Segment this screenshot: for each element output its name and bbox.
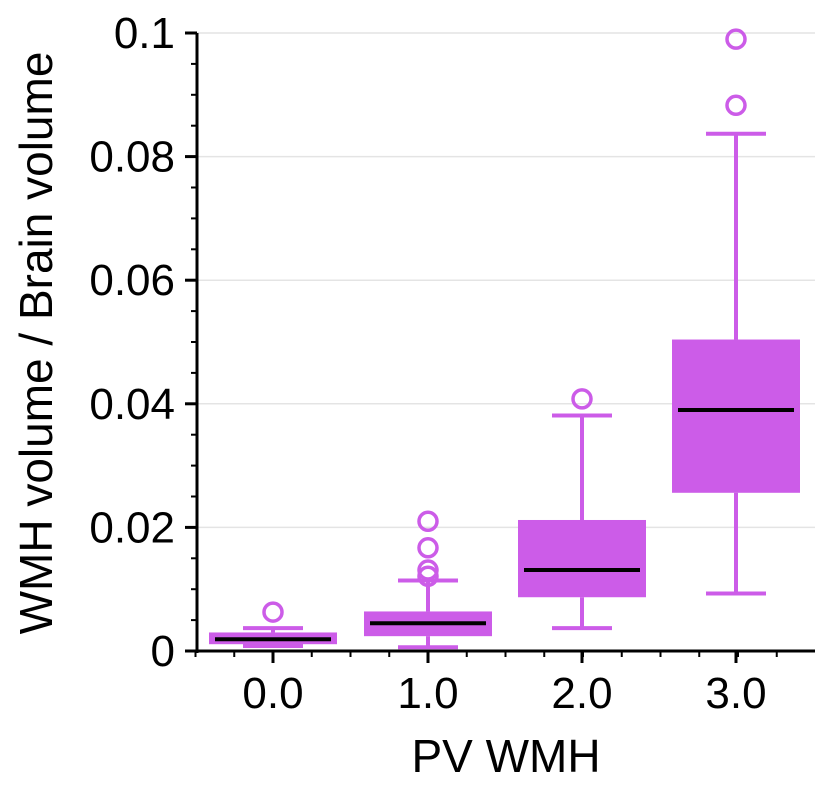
box-3.0 — [672, 28, 800, 596]
box-iqr — [672, 339, 800, 493]
outlier-point — [725, 94, 747, 117]
y-tick-label: 0.1 — [114, 9, 175, 58]
box-2.0 — [518, 388, 646, 631]
y-axis-ticks: 0 0.02 0.04 0.06 0.08 0.1 — [89, 9, 197, 676]
outlier-point — [571, 388, 593, 410]
y-tick-label: 0.06 — [89, 256, 175, 305]
box-iqr — [518, 519, 646, 598]
y-tick-label: 0.02 — [89, 503, 175, 552]
y-tick-label: 0.08 — [89, 133, 175, 182]
outlier-point — [417, 537, 439, 559]
outlier-point — [725, 28, 747, 50]
outlier-point — [262, 601, 284, 623]
x-tick-label: 3.0 — [705, 669, 766, 718]
x-axis-ticks: 0.0 1.0 2.0 3.0 — [194, 651, 778, 718]
y-tick-label: 0 — [151, 627, 175, 676]
y-tick-label: 0.04 — [89, 380, 175, 429]
x-tick-label: 1.0 — [397, 669, 458, 718]
outlier-point — [417, 565, 439, 587]
x-tick-label: 2.0 — [551, 669, 612, 718]
box-1.0 — [364, 510, 492, 650]
x-axis-title: PV WMH — [411, 730, 600, 782]
x-tick-label: 0.0 — [242, 669, 303, 718]
outlier-point — [417, 510, 439, 532]
box-0.0 — [209, 601, 337, 649]
y-axis-title: WMH volume / Brain volume — [10, 52, 62, 635]
outlier-point — [417, 559, 439, 581]
box-plot-group — [209, 28, 800, 650]
